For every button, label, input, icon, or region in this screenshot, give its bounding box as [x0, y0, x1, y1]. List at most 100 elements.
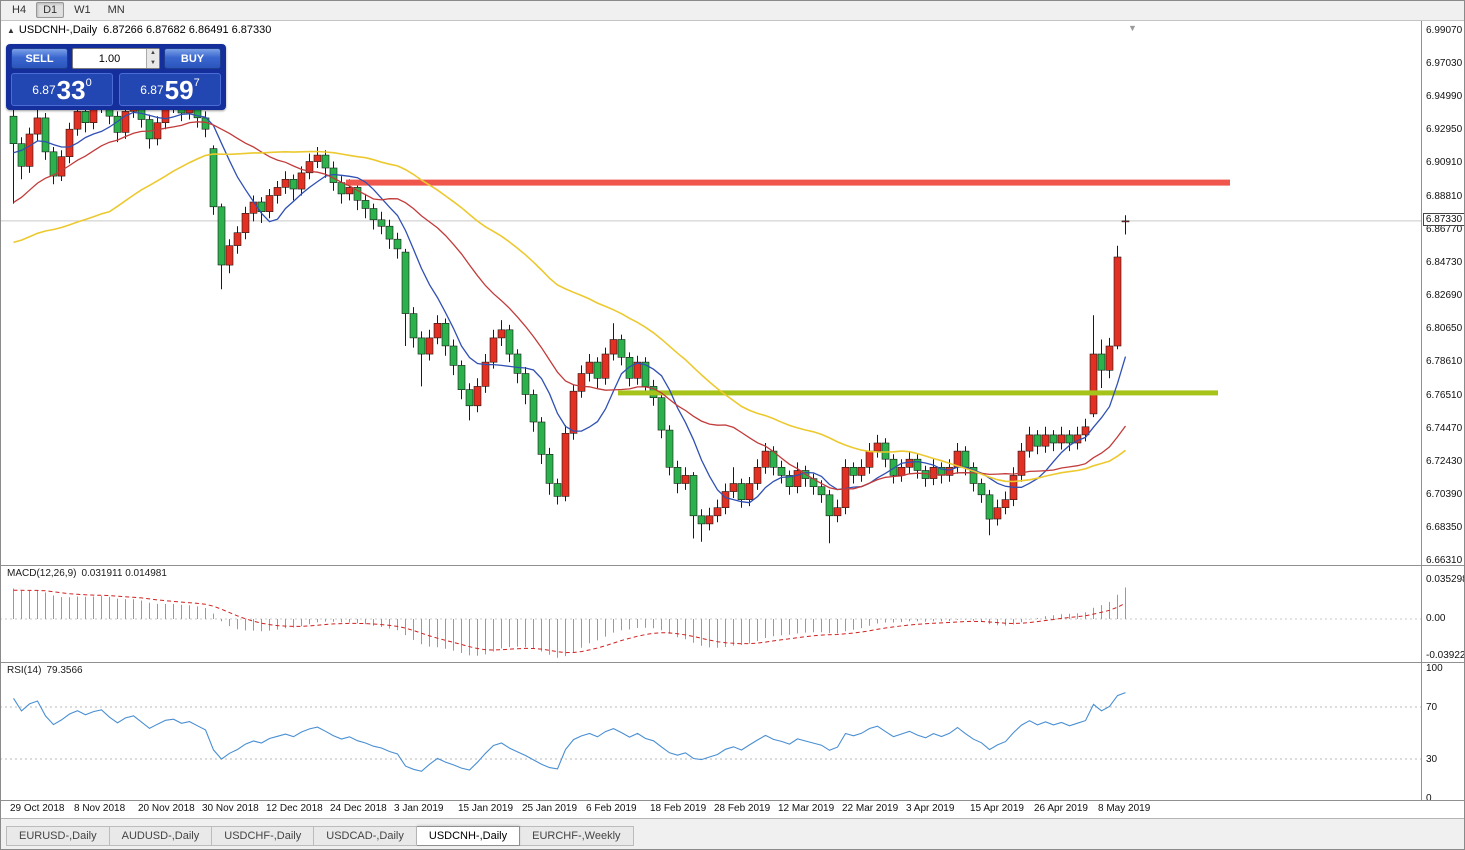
- symbol-tab-usdcad[interactable]: USDCAD-,Daily: [314, 826, 417, 846]
- main-chart-canvas[interactable]: [0, 21, 1421, 565]
- trade-panel-collapse-icon[interactable]: ▲: [7, 26, 15, 35]
- chart-shift-marker-icon[interactable]: ▼: [1128, 23, 1137, 33]
- candle: [249, 201, 258, 214]
- bid-price-display[interactable]: 6.87 33 0: [11, 73, 113, 106]
- symbol-tab-usdchf[interactable]: USDCHF-,Daily: [212, 826, 315, 846]
- price-axis-label: 6.68350: [1426, 522, 1463, 533]
- candle: [401, 251, 410, 314]
- candle: [1057, 434, 1066, 444]
- candle: [121, 111, 130, 133]
- candle: [785, 475, 794, 487]
- timeframe-button-mn[interactable]: MN: [107, 4, 125, 16]
- ask-point: 7: [193, 77, 200, 89]
- candle: [209, 148, 218, 208]
- candle: [81, 111, 90, 124]
- macd-axis-label: -0.0392233: [1426, 650, 1465, 661]
- candle: [705, 515, 714, 525]
- price-axis-label: 6.84730: [1426, 257, 1463, 268]
- candle: [1113, 256, 1122, 347]
- symbol-period-label: USDCNH-,Daily: [18, 24, 98, 36]
- macd-indicator-canvas[interactable]: [0, 565, 1421, 662]
- price-axis-label: 6.74470: [1426, 423, 1463, 434]
- timeframe-button-d1[interactable]: D1: [36, 2, 65, 18]
- volume-up-icon[interactable]: ▲: [147, 49, 159, 59]
- time-axis[interactable]: 29 Oct 2018 8 Nov 2018 20 Nov 2018 30 Nov 2…: [0, 800, 1421, 818]
- rsi-indicator-canvas[interactable]: [0, 662, 1421, 800]
- price-axis-label: 6.70390: [1426, 489, 1463, 500]
- rsi-value: 79.3566: [46, 665, 83, 676]
- ask-price-display[interactable]: 6.87 59 7: [119, 73, 221, 106]
- ohlc-values: 6.87266 6.87682 6.86491 6.87330: [103, 24, 272, 36]
- candle: [473, 386, 482, 407]
- candle: [657, 397, 666, 431]
- candle: [417, 337, 426, 355]
- candle: [345, 187, 354, 195]
- moving-average-43: [13, 150, 1126, 483]
- price-axis-label: 6.80650: [1426, 323, 1463, 334]
- candle: [289, 179, 298, 190]
- macd-panel-separator[interactable]: [0, 565, 1465, 566]
- candle: [697, 515, 706, 525]
- symbol-tab-bar: EURUSD-,Daily AUDUSD-,Daily USDCHF-,Daily U…: [0, 818, 1465, 850]
- candle: [561, 432, 570, 497]
- time-axis-label: 3 Jan 2019: [394, 803, 444, 814]
- candle: [849, 466, 858, 476]
- candle: [57, 156, 66, 177]
- buy-button[interactable]: BUY: [164, 48, 221, 69]
- symbol-tab-eurusd[interactable]: EURUSD-,Daily: [6, 826, 110, 846]
- macd-name: MACD(12,26,9): [7, 568, 77, 579]
- price-axis-label: 6.86770: [1426, 224, 1463, 235]
- candle: [41, 117, 50, 153]
- candle: [505, 329, 514, 355]
- symbol-tab-audusd[interactable]: AUDUSD-,Daily: [109, 826, 213, 846]
- current-price-tag: 6.87330: [1423, 213, 1465, 226]
- candle: [745, 483, 754, 501]
- support-level-line[interactable]: [618, 390, 1218, 396]
- candle: [385, 225, 394, 240]
- symbol-tab-usdcnh[interactable]: USDCNH-,Daily: [416, 826, 521, 846]
- symbol-tab-eurchf[interactable]: EURCHF-,Weekly: [520, 826, 634, 846]
- candle: [337, 182, 346, 195]
- ask-prefix: 6.87: [140, 82, 164, 97]
- rsi-panel-separator[interactable]: [0, 662, 1465, 663]
- rsi-label: RSI(14) 79.3566: [7, 665, 83, 676]
- timeframe-toolbar: H4 D1 W1 MN: [0, 0, 1465, 21]
- candle: [1025, 434, 1034, 452]
- candle: [905, 458, 914, 468]
- time-axis-label: 25 Jan 2019: [522, 803, 578, 814]
- timeframe-button-h4[interactable]: H4: [12, 4, 27, 16]
- candle: [873, 442, 882, 452]
- sell-button[interactable]: SELL: [11, 48, 68, 69]
- resistance-level-line[interactable]: [346, 179, 1230, 186]
- volume-down-icon[interactable]: ▼: [147, 58, 159, 68]
- moving-average-21: [13, 121, 1127, 491]
- price-axis-label: 6.97030: [1426, 58, 1463, 69]
- candle: [833, 507, 842, 517]
- candle: [305, 161, 314, 174]
- candle: [369, 208, 378, 221]
- candle: [377, 219, 386, 227]
- candle: [585, 361, 594, 374]
- macd-axis-label: 0.00: [1426, 613, 1446, 624]
- time-axis-label: 26 Apr 2019: [1034, 803, 1088, 814]
- price-axis-label: 6.90910: [1426, 157, 1463, 168]
- candle: [721, 491, 730, 509]
- candle: [881, 442, 890, 460]
- timeframe-button-w1[interactable]: W1: [74, 4, 91, 16]
- volume-value[interactable]: 1.00: [98, 52, 121, 65]
- candle: [569, 390, 578, 434]
- candle: [281, 179, 290, 188]
- time-axis-label: 8 Nov 2018: [74, 803, 126, 814]
- candle: [929, 466, 938, 479]
- candle: [521, 373, 530, 395]
- price-axis-label: 6.99070: [1426, 25, 1463, 36]
- candle: [1097, 353, 1106, 371]
- volume-field[interactable]: 1.00 ▲ ▼: [72, 48, 160, 69]
- price-axis[interactable]: 6.87330 6.99070 6.97030 6.94990 6.92950 6.90…: [1421, 21, 1465, 804]
- price-axis-label: 6.94990: [1426, 91, 1463, 102]
- candle: [1089, 353, 1098, 415]
- candle: [713, 507, 722, 517]
- candle: [913, 458, 922, 471]
- price-axis-label: 6.76510: [1426, 390, 1463, 401]
- candle: [457, 365, 466, 390]
